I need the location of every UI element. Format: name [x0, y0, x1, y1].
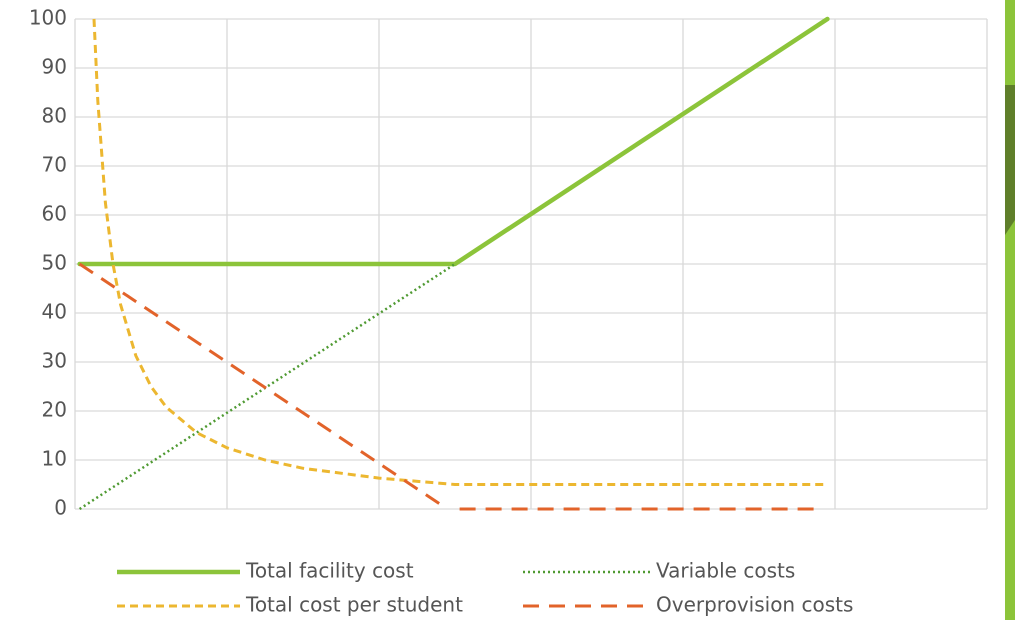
- series-line: [92, 18, 828, 486]
- side-bar-accent: [1005, 85, 1015, 235]
- y-tick-label: 100: [29, 6, 67, 30]
- legend-label: Variable costs: [656, 559, 795, 583]
- y-tick-label: 70: [42, 153, 67, 177]
- y-tick-label: 10: [42, 447, 67, 471]
- y-tick-label: 30: [42, 349, 67, 373]
- y-tick-label: 90: [42, 55, 67, 79]
- side-bar: [1005, 0, 1015, 620]
- legend-label: Total cost per student: [245, 593, 463, 617]
- series-line: [77, 16, 830, 267]
- y-tick-label: 40: [42, 300, 67, 324]
- y-tick-label: 20: [42, 398, 67, 422]
- legend-label: Overprovision costs: [656, 593, 853, 617]
- y-tick-label: 50: [42, 251, 67, 275]
- series-line: [78, 262, 820, 511]
- y-tick-label: 0: [54, 496, 67, 520]
- y-tick-label: 60: [42, 202, 67, 226]
- legend-label: Total facility cost: [245, 559, 414, 583]
- y-tick-label: 80: [42, 104, 67, 128]
